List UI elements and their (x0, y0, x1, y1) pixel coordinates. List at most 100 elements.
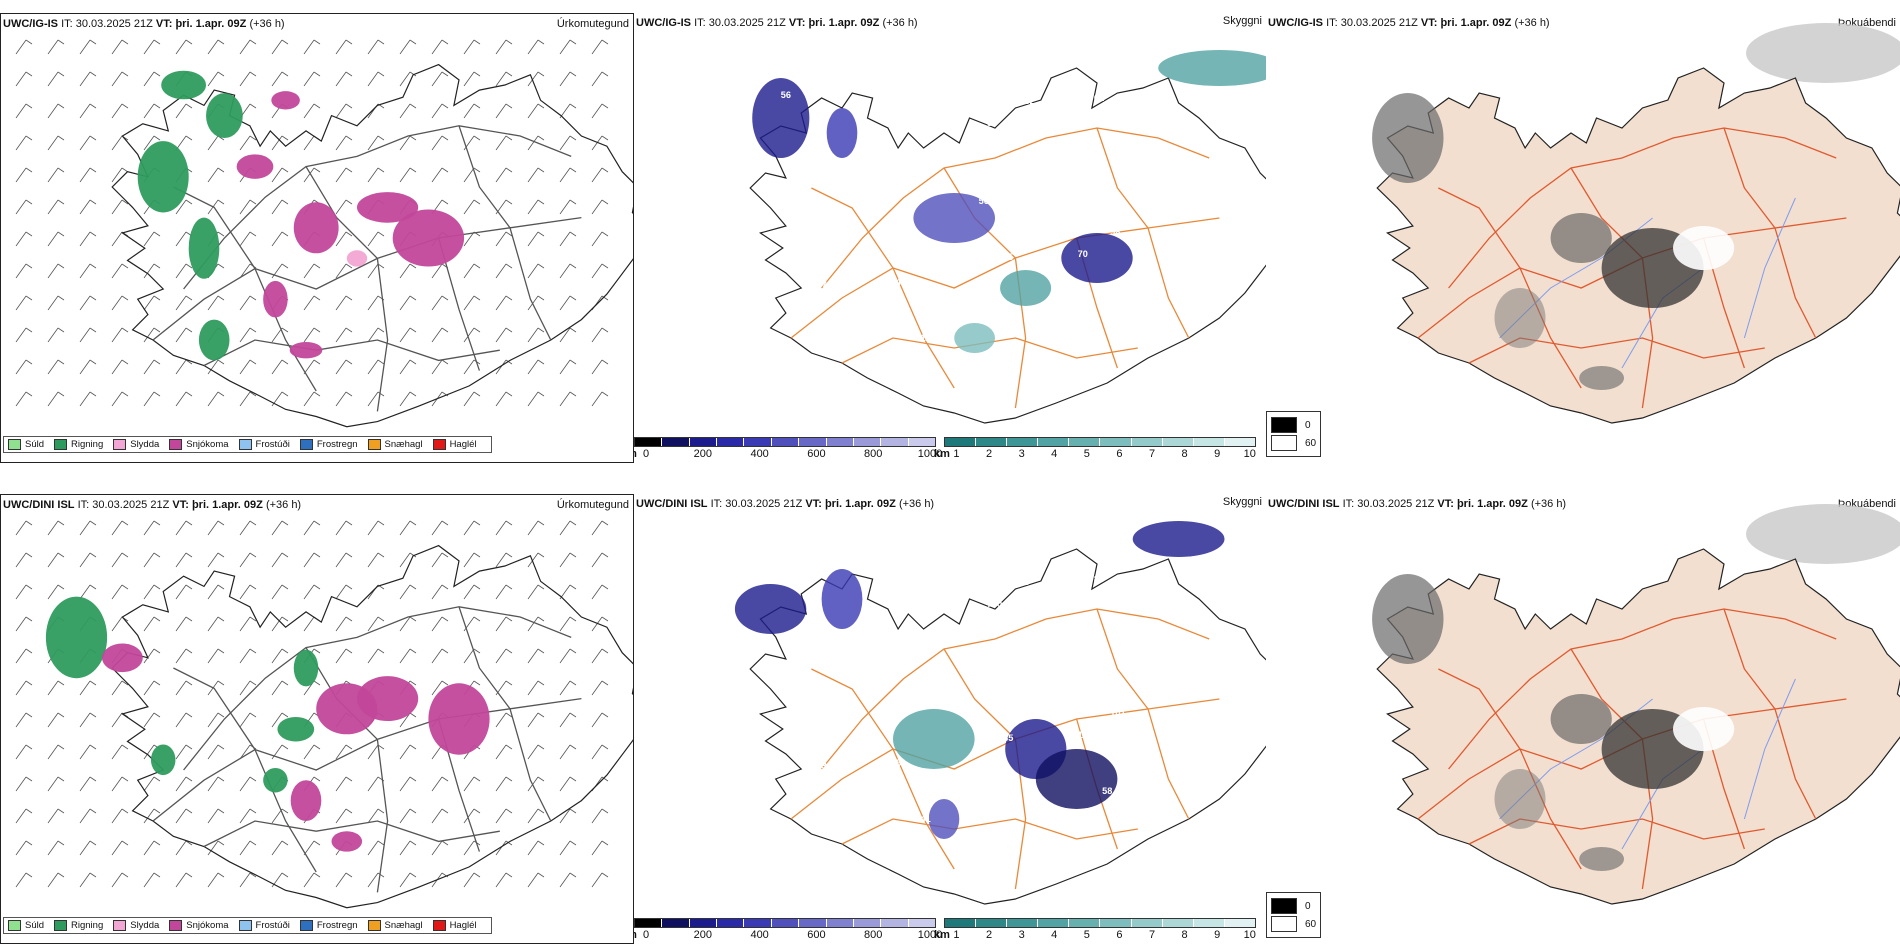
wind-barb (335, 199, 347, 215)
visibility-label: 69 (805, 146, 815, 156)
wind-barb (239, 680, 251, 696)
wind-barb (399, 616, 411, 632)
wind-barb (335, 391, 347, 407)
visibility-label: 69 (929, 255, 939, 265)
wind-barb (239, 776, 251, 792)
wind-barb (303, 584, 315, 600)
wind-barb (495, 616, 507, 632)
wind-barb (431, 808, 443, 824)
wind-barb (527, 648, 539, 664)
scale-ticks: 1 2 3 4 5 6 7 8 9 10 km (934, 447, 1256, 461)
wind-barb (463, 327, 475, 343)
wind-barb (463, 71, 475, 87)
wind-barb (47, 71, 59, 87)
scale-tick: 2 (986, 448, 993, 460)
wind-barb (239, 39, 251, 55)
panel-title: Úrkomutegund (556, 499, 629, 511)
legend-item: Snjókoma (169, 439, 229, 450)
wind-barb (47, 744, 59, 760)
visibility-label: 121 (979, 677, 994, 687)
legend-swatch (8, 920, 21, 931)
wind-barb (79, 103, 91, 119)
wind-barb (431, 520, 443, 536)
fog-legend-label: 60 (1305, 437, 1317, 449)
legend-swatch (169, 439, 183, 450)
scale-tick: 9 (1214, 448, 1221, 460)
wind-barb (143, 648, 155, 664)
wind-barb (175, 231, 187, 247)
wind-barb (335, 808, 347, 824)
wind-barb (591, 584, 603, 600)
wind-barb (175, 840, 187, 856)
scale-swatch (1100, 919, 1132, 927)
visibility-label: 102 (995, 811, 1010, 821)
visibility-label: 80 (1102, 305, 1112, 315)
fog-legend-label: 60 (1305, 918, 1317, 930)
wind-barb (495, 135, 507, 151)
scale-swatch (635, 919, 663, 927)
scale-swatch (853, 919, 882, 927)
wind-barb (143, 359, 155, 375)
wind-barb (367, 840, 379, 856)
wind-barb (495, 263, 507, 279)
wind-barb (399, 391, 411, 407)
wind-barb (239, 712, 251, 728)
legend-label: Frostregn (316, 920, 358, 931)
scale-tick: 7 (1148, 448, 1156, 460)
wind-barb (111, 552, 123, 568)
wind-barb (559, 872, 571, 888)
wind-barb (559, 648, 571, 664)
wind-barb (399, 552, 411, 568)
wind-barb (431, 103, 443, 119)
wind-barb (111, 135, 123, 151)
visibility-label: 65 (1003, 733, 1013, 743)
wind-barb (559, 327, 571, 343)
scale-swatch (771, 919, 800, 927)
visibility-label: 39 (830, 683, 840, 693)
wind-barb (79, 327, 91, 343)
legend-item: Frostregn (299, 920, 358, 931)
scale-tick: 1000 (917, 448, 943, 460)
wind-barb (367, 391, 379, 407)
wind-barb (559, 520, 571, 536)
wind-barb (175, 295, 187, 311)
scale-tick: 400 (750, 448, 769, 460)
visibility-scale-km: 1 2 3 4 5 6 7 8 9 10 km (934, 918, 1256, 942)
scale-swatch (717, 438, 745, 446)
fog-legend: 0 60 (1266, 892, 1322, 938)
wind-barb (47, 135, 59, 151)
wind-barb (15, 391, 27, 407)
visibility-label: 72 (1086, 652, 1096, 662)
wind-barb (79, 744, 91, 760)
visibility-label: 369 (1011, 174, 1026, 184)
wind-barb (399, 327, 411, 343)
scale-swatch (1069, 919, 1101, 927)
wind-barb (591, 712, 603, 728)
legend-label: Snjókoma (186, 439, 229, 450)
panel-header: UWC/DINI ISL IT: 30.03.2025 21Z VT: þri.… (636, 498, 935, 510)
scale-swatch (662, 438, 690, 446)
wind-barb (431, 359, 443, 375)
wind-barb (47, 327, 59, 343)
wind-barb (79, 872, 91, 888)
wind-barb (591, 39, 603, 55)
scale-tick: 5 (1083, 448, 1090, 460)
legend-label: Haglél (449, 920, 477, 931)
fog-legend-label: 0 (1305, 900, 1311, 912)
wind-barb (591, 872, 603, 888)
wind-barb (207, 744, 219, 760)
wind-barb (559, 167, 571, 183)
wind-barb (111, 295, 123, 311)
wind-barb (527, 135, 539, 151)
wind-barb (399, 71, 411, 87)
wind-barb (559, 135, 571, 151)
scale-swatch (1007, 919, 1039, 927)
scale-swatch (1131, 438, 1163, 446)
wind-barb (431, 295, 443, 311)
scale-tick: 9 (1214, 929, 1221, 941)
visibility-label: 140 (921, 333, 936, 343)
legend-label: Snæhagl (384, 920, 423, 931)
wind-barb (463, 295, 475, 311)
wind-barb (111, 808, 123, 824)
wind-barb (463, 231, 475, 247)
